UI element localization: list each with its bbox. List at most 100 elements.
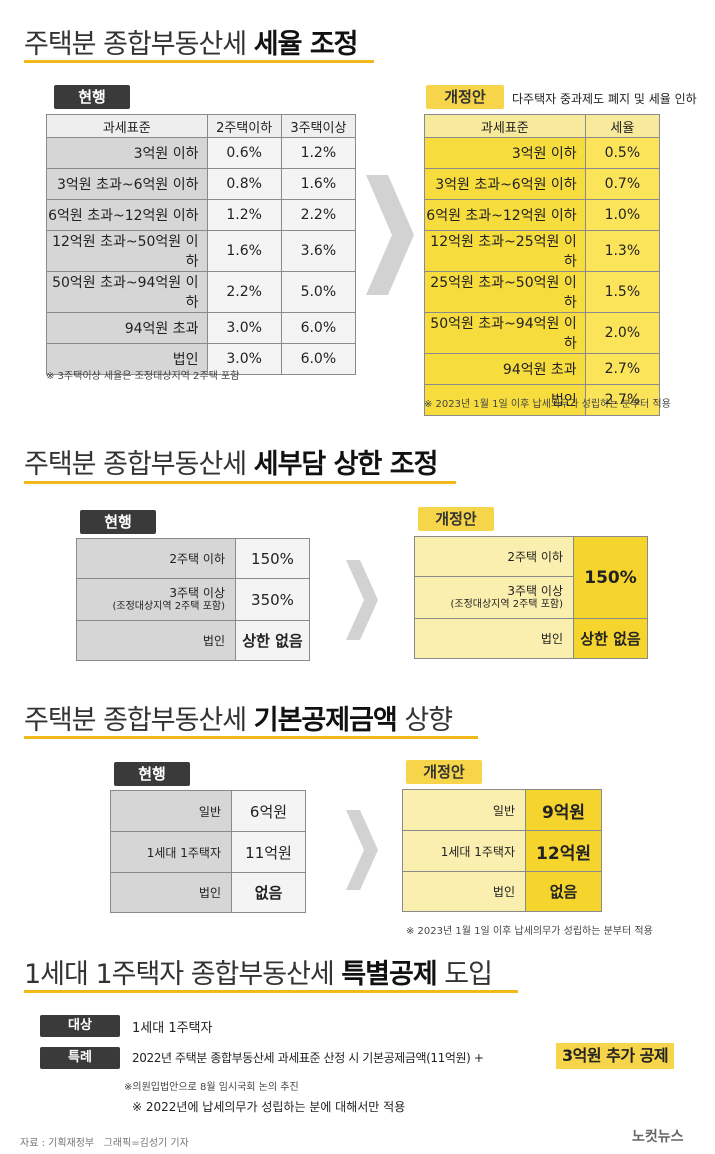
chevron-right-icon [366, 175, 414, 295]
tax-rate-cell: 1.3% [584, 230, 661, 272]
section1-title: 주택분 종합부동산세 세율 조정 [24, 29, 358, 60]
tax-bracket-cell: 법인 [424, 384, 586, 416]
tax-bracket-cell: 법인 [46, 343, 208, 375]
row-value: 없음 [525, 871, 602, 912]
deduction-footnote: ※ 2023년 1월 1일 이후 납세의무가 성립하는 분부터 적용 [406, 926, 653, 937]
current-badge: 현행 [114, 762, 190, 786]
row-value: 6억원 [231, 790, 306, 832]
tax-rate-cell: 5.0% [280, 271, 357, 313]
row-value: 11억원 [231, 831, 306, 873]
tax-rate-cell: 3.6% [280, 230, 357, 272]
row-value: 150% [235, 538, 310, 579]
row-value: 상한 없음 [235, 620, 310, 661]
row-label: 법인 [110, 872, 232, 913]
row-label: 2주택 이하 [414, 536, 574, 577]
row-label: 법인 [414, 618, 574, 659]
column-header: 세율 [584, 114, 661, 138]
current-tax-rate-table: 과세표준 2주택이하 3주택이상 3억원 이하 0.6% 1.2% 3억원 초과~6억… [46, 114, 357, 375]
tax-rate-cell: 2.0% [584, 312, 661, 354]
proposal-cap-table: 2주택 이하 150% 3주택 이상 (조정대상지역 2주택 포함) 법인 상한 … [414, 536, 648, 659]
chevron-right-icon [346, 810, 378, 890]
section2-title: 주택분 종합부동산세 세부담 상한 조정 [24, 449, 438, 480]
special-text: 2022년 주택분 종합부동산세 과세표준 산정 시 기본공제금액(11억원) … [132, 1051, 484, 1065]
tax-bracket-cell: 50억원 초과~94억원 이하 [424, 312, 586, 354]
row-label: 법인 [76, 620, 236, 661]
tax-rate-cell: 2.7% [584, 384, 661, 416]
target-label: 대상 [40, 1015, 120, 1037]
table-row: 6억원 초과~12억원 이하 1.0% [424, 199, 661, 231]
table-row: 법인 3.0% 6.0% [46, 343, 357, 375]
table-row: 94억원 초과 2.7% [424, 353, 661, 385]
table-row: 50억원 초과~94억원 이하 2.0% [424, 312, 661, 354]
tax-bracket-cell: 94억원 초과 [424, 353, 586, 385]
source-credit: 자료 : 기획재정부 그래픽=김성기 기자 [20, 1138, 189, 1149]
table-row: 12억원 초과~25억원 이하 1.3% [424, 230, 661, 272]
table-row: 25억원 초과~50억원 이하 1.5% [424, 271, 661, 313]
proposal-footnote: ※ 2023년 1월 1일 이후 납세의무가 성립하는 분부터 적용 [424, 399, 671, 410]
tax-bracket-cell: 3억원 초과~6억원 이하 [46, 168, 208, 200]
row-value: 9억원 [525, 789, 602, 831]
tax-rate-cell: 0.5% [584, 137, 661, 169]
proposal-badge: 개정안 [418, 507, 494, 531]
merged-value: 150% [573, 536, 648, 619]
note-legislation: ※의원입법안으로 8월 임시국회 논의 추진 [124, 1082, 299, 1093]
tax-rate-cell: 6.0% [280, 343, 357, 375]
table-row: 94억원 초과 3.0% 6.0% [46, 312, 357, 344]
current-badge: 현행 [80, 510, 156, 534]
row-label: 3주택 이상 (조정대상지역 2주택 포함) [76, 578, 236, 621]
logo: 노컷뉴스 [632, 1129, 684, 1145]
tax-rate-cell: 2.7% [584, 353, 661, 385]
tax-rate-cell: 0.8% [206, 168, 282, 200]
row-value: 상한 없음 [573, 618, 648, 659]
proposal-tax-rate-table: 과세표준 세율 3억원 이하 0.5% 3억원 초과~6억원 이하 0.7% 6억원 초… [424, 114, 661, 416]
special-highlight: 3억원 추가 공제 [556, 1043, 675, 1069]
tax-rate-cell: 3.0% [206, 312, 282, 344]
row-label: 1세대 1주택자 [110, 831, 232, 873]
tax-rate-cell: 0.6% [206, 137, 282, 169]
row-label: 일반 [110, 790, 232, 832]
row-label: 1세대 1주택자 [402, 830, 526, 872]
tax-rate-cell: 1.6% [206, 230, 282, 272]
table-row: 6억원 초과~12억원 이하 1.2% 2.2% [46, 199, 357, 231]
tax-bracket-cell: 25억원 초과~50억원 이하 [424, 271, 586, 313]
current-cap-table: 2주택 이하 150% 3주택 이상 (조정대상지역 2주택 포함) 350% 법… [76, 538, 310, 661]
row-label: 2주택 이하 [76, 538, 236, 579]
column-header: 과세표준 [424, 114, 586, 138]
tax-rate-cell: 1.5% [584, 271, 661, 313]
proposal-deduction-table: 일반 9억원 1세대 1주택자 12억원 법인 없음 [402, 789, 602, 912]
tax-bracket-cell: 6억원 초과~12억원 이하 [424, 199, 586, 231]
tax-rate-cell: 1.6% [280, 168, 357, 200]
tax-rate-cell: 2.2% [280, 199, 357, 231]
tax-rate-cell: 6.0% [280, 312, 357, 344]
tax-bracket-cell: 3억원 초과~6억원 이하 [424, 168, 586, 200]
column-header: 3주택이상 [280, 114, 357, 138]
current-deduction-table: 일반 6억원 1세대 1주택자 11억원 법인 없음 [110, 790, 306, 913]
proposal-badge: 개정안 [406, 760, 482, 784]
tax-rate-cell: 1.2% [280, 137, 357, 169]
target-text: 1세대 1주택자 [132, 1021, 213, 1036]
row-value: 350% [235, 578, 310, 621]
section3-underline [24, 736, 478, 739]
table-row: 3억원 초과~6억원 이하 0.7% [424, 168, 661, 200]
row-label: 법인 [402, 871, 526, 912]
tax-bracket-cell: 3억원 이하 [46, 137, 208, 169]
table-row: 3억원 초과~6억원 이하 0.8% 1.6% [46, 168, 357, 200]
table-row: 3억원 이하 0.5% [424, 137, 661, 169]
tax-rate-cell: 0.7% [584, 168, 661, 200]
proposal-badge: 개정안 [426, 85, 504, 109]
tax-bracket-cell: 94억원 초과 [46, 312, 208, 344]
tax-bracket-cell: 6억원 초과~12억원 이하 [46, 199, 208, 231]
current-badge: 현행 [54, 85, 130, 109]
table-row: 3억원 이하 0.6% 1.2% [46, 137, 357, 169]
special-label: 특례 [40, 1047, 120, 1069]
row-value: 12억원 [525, 830, 602, 872]
tax-rate-cell: 1.2% [206, 199, 282, 231]
tax-rate-cell: 2.2% [206, 271, 282, 313]
column-header: 2주택이하 [206, 114, 282, 138]
column-header: 과세표준 [46, 114, 208, 138]
section3-title: 주택분 종합부동산세 기본공제금액 상향 [24, 705, 453, 736]
row-label: 3주택 이상 (조정대상지역 2주택 포함) [414, 576, 574, 619]
row-value: 없음 [231, 872, 306, 913]
proposal-note: 다주택자 중과제도 폐지 및 세율 인하 [512, 92, 697, 106]
tax-rate-cell: 1.0% [584, 199, 661, 231]
